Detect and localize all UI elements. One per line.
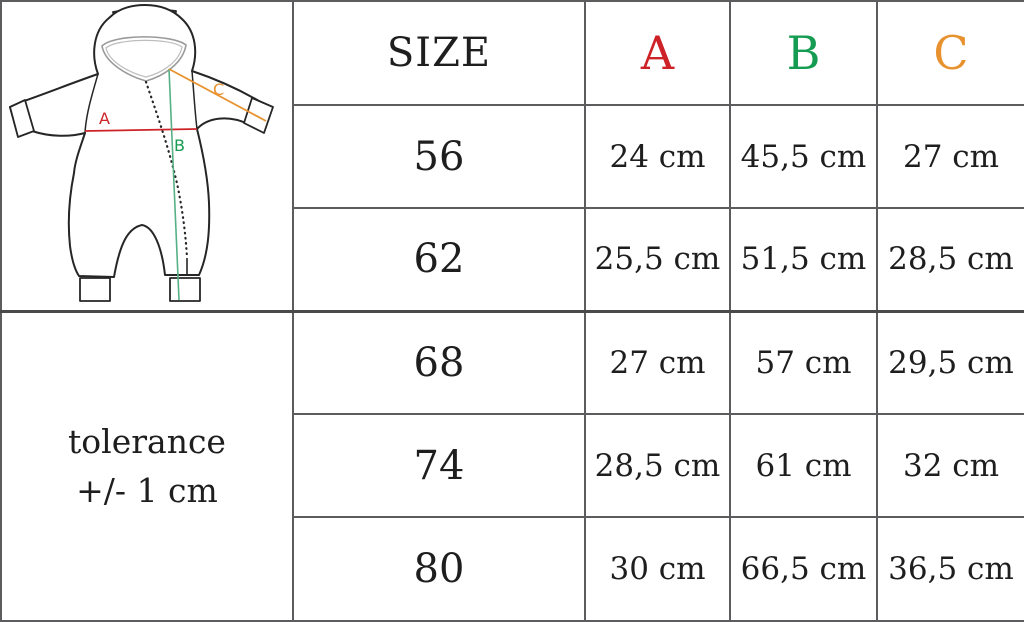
left-sleeve-cuff <box>9 99 35 139</box>
garment-diagram-cell: A B C <box>0 0 294 313</box>
measurement-cell-c: 32 cm <box>876 413 1024 518</box>
column-header-a: A <box>584 0 731 106</box>
measurement-cell-a: 30 cm <box>584 516 731 622</box>
measurement-line-b <box>168 69 180 301</box>
measurement-cell-a: 28,5 cm <box>584 413 731 518</box>
measurement-cell-c: 28,5 cm <box>876 207 1024 313</box>
diagram-label-c: C <box>213 80 224 99</box>
measurement-cell-b: 57 cm <box>729 310 878 415</box>
measurement-cell-c: 29,5 cm <box>876 310 1024 415</box>
column-header-size: SIZE <box>292 0 586 106</box>
measurement-cell-b: 51,5 cm <box>729 207 878 313</box>
tolerance-line-1: tolerance <box>68 421 226 461</box>
garment-diagram: A B C <box>9 4 274 303</box>
column-header-c: C <box>876 0 1024 106</box>
tolerance-line-2: +/- 1 cm <box>76 471 218 511</box>
left-leg-cuff <box>79 277 111 303</box>
size-cell: 68 <box>292 310 586 415</box>
diagram-label-a: A <box>99 109 110 128</box>
size-cell: 62 <box>292 207 586 313</box>
measurement-cell-a: 24 cm <box>584 104 731 209</box>
column-header-b: B <box>729 0 878 106</box>
hood-opening <box>101 36 187 83</box>
measurement-cell-b: 61 cm <box>729 413 878 518</box>
right-sleeve-cuff <box>243 97 274 135</box>
romper-outline <box>9 4 273 279</box>
size-cell: 56 <box>292 104 586 209</box>
measurement-cell-a: 27 cm <box>584 310 731 415</box>
measurement-cell-c: 27 cm <box>876 104 1024 209</box>
measurement-cell-b: 45,5 cm <box>729 104 878 209</box>
measurement-cell-a: 25,5 cm <box>584 207 731 313</box>
table-row-62: 62 25,5 cm 51,5 cm 28,5 cm <box>1 207 1024 313</box>
measurement-line-a <box>84 128 198 133</box>
table-row-68: tolerance +/- 1 cm 68 27 cm 57 cm 29,5 c… <box>0 310 1024 622</box>
tolerance-note: tolerance +/- 1 cm <box>0 310 294 622</box>
measurement-cell-c: 36,5 cm <box>876 516 1024 622</box>
size-cell: 74 <box>292 413 586 518</box>
zipper-line <box>144 81 189 276</box>
table-row-74: 74 28,5 cm 61 cm 32 cm <box>1 413 1024 518</box>
right-leg-cuff <box>169 277 201 303</box>
size-cell: 80 <box>292 516 586 622</box>
diagram-label-b: B <box>174 136 185 155</box>
raglan-seams <box>84 71 198 134</box>
table-row-80: 80 30 cm 66,5 cm 36,5 cm <box>1 516 1024 622</box>
measurement-line-c <box>168 68 267 123</box>
measurement-cell-b: 66,5 cm <box>729 516 878 622</box>
table-row-56: 56 24 cm 45,5 cm 27 cm <box>1 104 1024 209</box>
